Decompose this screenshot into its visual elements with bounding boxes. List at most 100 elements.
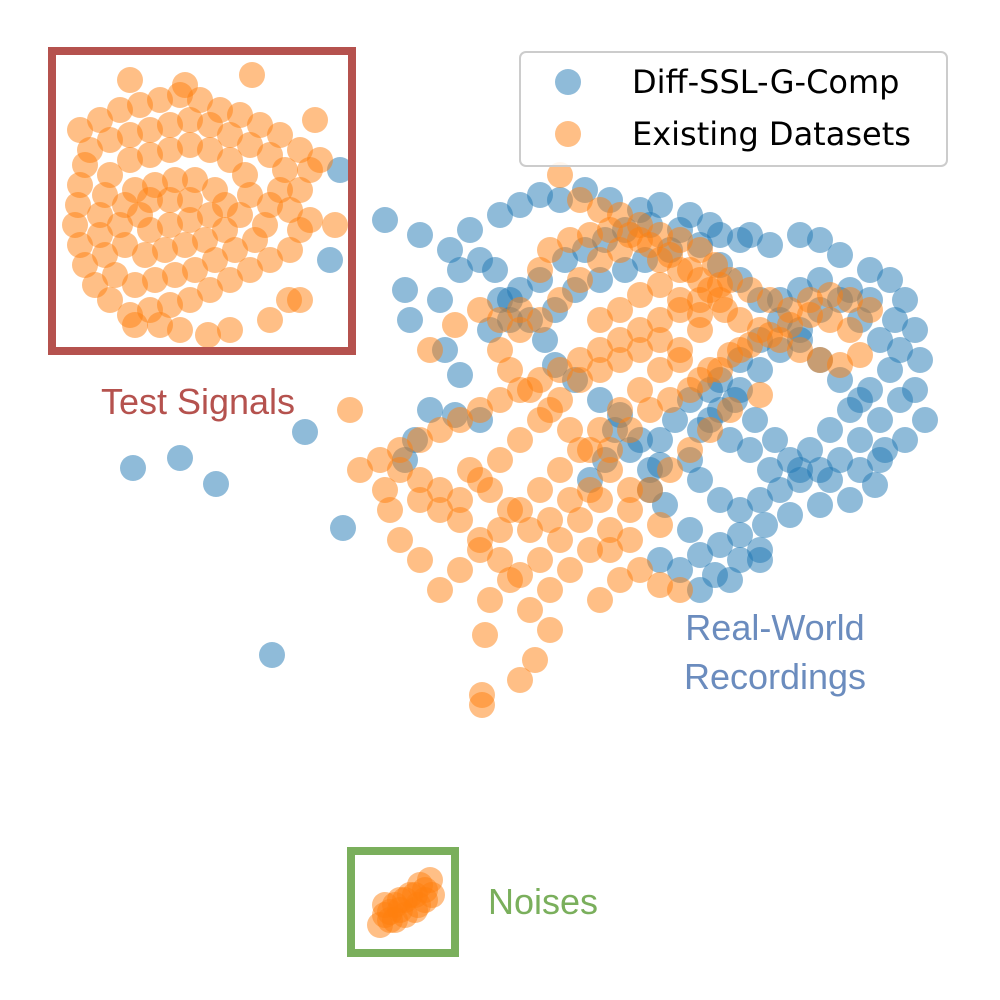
- scatter-point: [122, 312, 148, 338]
- scatter-point: [647, 512, 673, 538]
- scatter-point: [97, 127, 123, 153]
- scatter-point: [467, 247, 493, 273]
- scatter-point: [857, 297, 883, 323]
- scatter-point: [447, 557, 473, 583]
- scatter-point: [277, 237, 303, 263]
- scatter-point: [407, 222, 433, 248]
- scatter-point: [867, 327, 893, 353]
- scatter-point: [192, 227, 218, 253]
- scatter-point: [577, 222, 603, 248]
- scatter-point: [817, 417, 843, 443]
- scatter-point: [737, 332, 763, 358]
- scatter-point: [427, 417, 453, 443]
- scatter-point: [427, 477, 453, 503]
- scatter-point: [497, 357, 523, 383]
- scatter-point: [607, 347, 633, 373]
- scatter-point: [276, 287, 302, 313]
- scatter-point: [817, 307, 843, 333]
- scatter-point: [407, 547, 433, 573]
- scatter-point: [92, 182, 118, 208]
- scatter-point: [902, 317, 928, 343]
- scatter-point: [507, 427, 533, 453]
- scatter-point: [597, 217, 623, 243]
- scatter-point: [507, 667, 533, 693]
- scatter-point: [677, 517, 703, 543]
- scatter-point: [657, 457, 683, 483]
- scatter-point: [657, 387, 683, 413]
- scatter-point: [587, 357, 613, 383]
- scatter-point: [527, 477, 553, 503]
- scatter-point: [667, 577, 693, 603]
- scatter-point: [872, 437, 898, 463]
- scatter-point: [737, 437, 763, 463]
- legend: Diff-SSL-G-Comp Existing Datasets: [519, 51, 948, 167]
- scatter-point: [867, 407, 893, 433]
- scatter-point: [177, 187, 203, 213]
- scatter-point: [442, 312, 468, 338]
- scatter-point: [302, 107, 328, 133]
- scatter-point: [487, 287, 513, 313]
- scatter-point: [117, 67, 143, 93]
- scatter-point: [752, 512, 778, 538]
- scatter-point: [707, 222, 733, 248]
- scatter-point: [222, 237, 248, 263]
- scatter-point: [567, 267, 593, 293]
- scatter-point: [547, 357, 573, 383]
- scatter-point: [469, 692, 495, 718]
- scatter-point: [417, 337, 443, 363]
- scatter-point: [239, 62, 265, 88]
- scatter-point: [447, 487, 473, 513]
- scatter-point: [522, 647, 548, 673]
- scatter-point: [647, 547, 673, 573]
- scatter-point: [677, 257, 703, 283]
- legend-label-existing: Existing Datasets: [632, 115, 911, 153]
- series-2: [367, 867, 445, 938]
- scatter-point: [157, 187, 183, 213]
- scatter-point: [597, 517, 623, 543]
- scatter-point: [259, 642, 285, 668]
- scatter-point: [697, 417, 723, 443]
- scatter-point: [607, 567, 633, 593]
- scatter-point: [767, 477, 793, 503]
- scatter-point: [777, 502, 803, 528]
- scatter-point: [687, 577, 713, 603]
- noises-label: Noises: [488, 881, 598, 922]
- scatter-point: [77, 137, 103, 163]
- scatter-point: [727, 497, 753, 523]
- scatter-point: [65, 192, 91, 218]
- scatter-point: [182, 167, 208, 193]
- scatter-point: [407, 427, 433, 453]
- scatter-point: [627, 337, 653, 363]
- scatter-point: [377, 497, 403, 523]
- scatter-point: [787, 222, 813, 248]
- scatter-point: [647, 427, 673, 453]
- scatter-point: [727, 522, 753, 548]
- scatter-point: [487, 547, 513, 573]
- scatter-point: [627, 377, 653, 403]
- scatter-point: [487, 447, 513, 473]
- scatter-point: [547, 187, 573, 213]
- scatter-point: [877, 357, 903, 383]
- legend-frame: [519, 51, 948, 167]
- scatter-point: [87, 202, 113, 228]
- scatter-point: [507, 277, 533, 303]
- scatter-point: [317, 247, 343, 273]
- scatter-point: [887, 337, 913, 363]
- scatter-point: [647, 357, 673, 383]
- scatter-point: [107, 97, 133, 123]
- scatter-point: [607, 397, 633, 423]
- scatter-point: [447, 407, 473, 433]
- scatter-point: [477, 477, 503, 503]
- scatter-point: [837, 487, 863, 513]
- scatter-point: [517, 517, 543, 543]
- scatter-point: [120, 455, 146, 481]
- scatter-point: [627, 557, 653, 583]
- scatter-point: [697, 357, 723, 383]
- scatter-point: [647, 192, 673, 218]
- scatter-point: [177, 132, 203, 158]
- scatter-point: [647, 272, 673, 298]
- scatter-point: [532, 327, 558, 353]
- scatter-point: [67, 172, 93, 198]
- scatter-point: [372, 207, 398, 233]
